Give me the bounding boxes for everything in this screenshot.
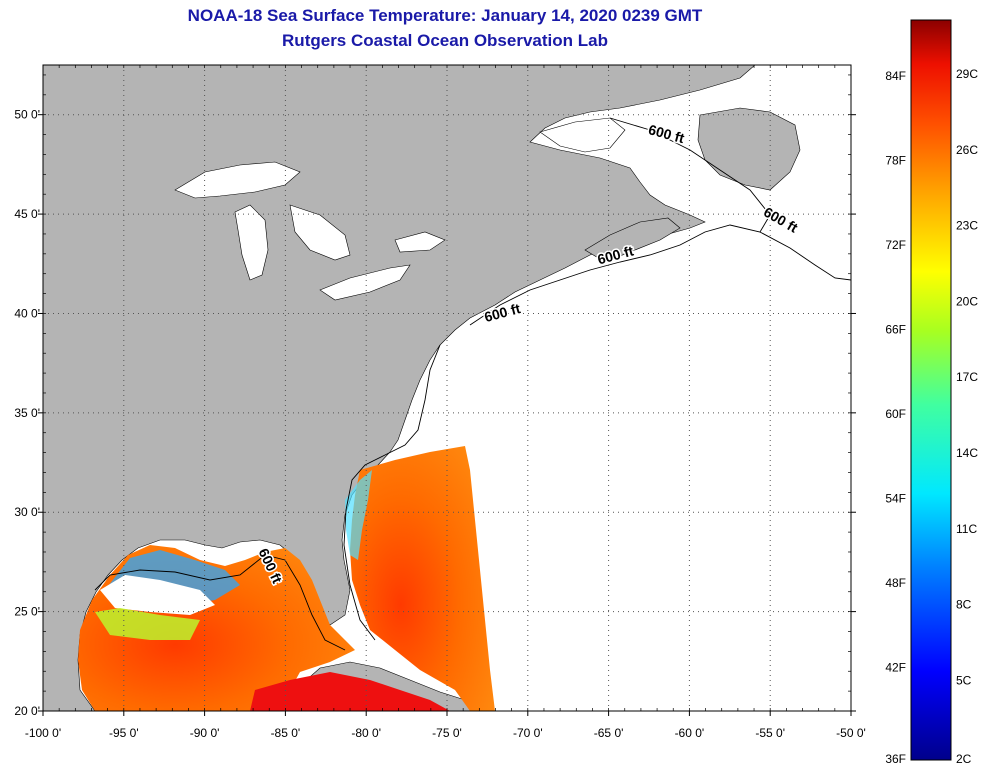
colorbar-fahrenheit-label: 36F <box>885 752 906 766</box>
title-line-2: Rutgers Coastal Ocean Observation Lab <box>282 31 608 50</box>
sst-gulf-shelf-yellow <box>95 608 200 640</box>
sst-gulf-cloud <box>100 575 215 615</box>
lat-tick-label: 25 0' <box>14 605 40 619</box>
gulf-st-lawrence <box>539 117 626 153</box>
colorbar-fahrenheit-label: 72F <box>885 238 906 252</box>
colorbar-celsius-label: 29C <box>956 67 978 81</box>
colorbar-fahrenheit-label: 42F <box>885 661 906 675</box>
colorbar-fahrenheit-label: 66F <box>885 323 906 337</box>
sst-cuba-strait-warm <box>250 672 450 711</box>
lon-tick-label: -70 0' <box>513 726 543 740</box>
colorbar-celsius-label: 2C <box>956 752 972 766</box>
colorbar-celsius-label: 26C <box>956 143 978 157</box>
lat-tick-label: 20 0' <box>14 704 40 718</box>
colorbar-fahrenheit-label: 54F <box>885 492 906 506</box>
land-north-america <box>43 65 756 711</box>
lat-tick-label: 35 0' <box>14 406 40 420</box>
colorbar-fahrenheit-label: 48F <box>885 576 906 590</box>
lon-tick-label: -65 0' <box>594 726 624 740</box>
lon-tick-label: -60 0' <box>675 726 705 740</box>
colorbar-fahrenheit-label: 60F <box>885 407 906 421</box>
lon-tick-label: -55 0' <box>755 726 785 740</box>
title-line-1: NOAA-18 Sea Surface Temperature: January… <box>187 6 703 25</box>
colorbar-celsius-label: 8C <box>956 598 972 612</box>
lon-tick-label: -95 0' <box>109 726 139 740</box>
lat-tick-label: 50 0' <box>14 108 40 122</box>
colorbar-labels: 84F 78F 72F 66F 60F 54F 48F 42F 36F 29C 26C 23C 20C 1… <box>885 67 978 766</box>
lon-tick-label: -100 0' <box>25 726 61 740</box>
lat-tick-label: 40 0' <box>14 306 40 320</box>
colorbar-celsius-label: 20C <box>956 294 978 308</box>
colorbar-celsius-label: 23C <box>956 219 978 233</box>
colorbar-celsius-label: 11C <box>956 522 977 536</box>
colorbar-celsius-label: 14C <box>956 446 978 460</box>
colorbar-fahrenheit-label: 78F <box>885 154 906 168</box>
lon-tick-label: -50 0' <box>836 726 866 740</box>
lon-tick-label: -90 0' <box>190 726 220 740</box>
axis-labels: -100 0' -95 0' -90 0' -85 0' -80 0' -75 0' -70… <box>14 65 866 740</box>
lon-tick-label: -80 0' <box>351 726 381 740</box>
lat-tick-label: 45 0' <box>14 207 40 221</box>
colorbar-celsius-label: 5C <box>956 673 972 687</box>
colorbar-celsius-label: 17C <box>956 370 978 384</box>
great-lakes <box>174 161 446 301</box>
colorbar-fahrenheit-label: 84F <box>885 69 906 83</box>
lon-tick-label: -85 0' <box>271 726 301 740</box>
land-newfoundland <box>697 107 801 191</box>
sst-atlantic-shelf-cool <box>345 470 372 560</box>
colorbar <box>910 19 952 761</box>
lon-tick-label: -75 0' <box>432 726 462 740</box>
lat-tick-label: 30 0' <box>14 505 40 519</box>
